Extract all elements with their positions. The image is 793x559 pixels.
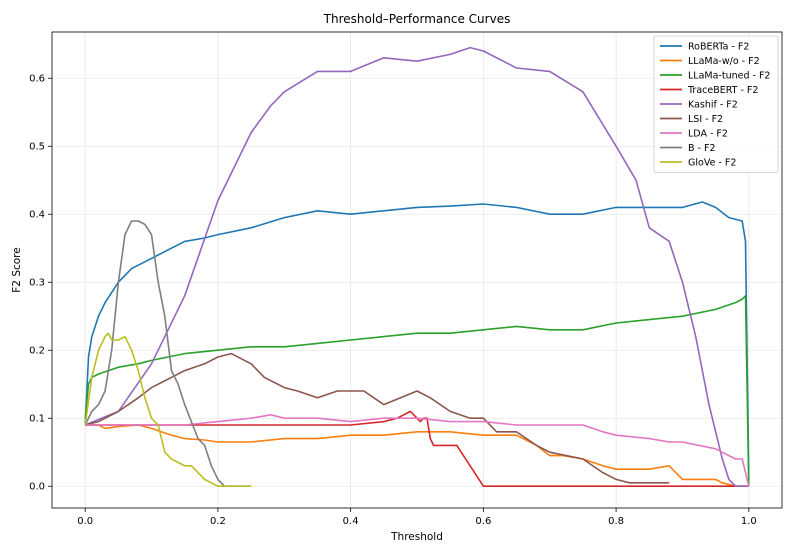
legend-label: Kashif - F2 [688, 100, 738, 111]
x-tick-label: 0.0 [77, 516, 93, 527]
y-tick-label: 0.5 [29, 142, 45, 153]
y-tick-label: 0.0 [29, 482, 45, 493]
series-line-roberta-f2 [84, 201, 750, 480]
series-line-glove-f2 [84, 332, 252, 488]
x-axis-label: Threshold [390, 531, 443, 543]
y-tick-label: 0.2 [29, 346, 45, 357]
legend-label: B - F2 [688, 143, 716, 154]
legend-label: RoBERTa - F2 [688, 42, 749, 53]
y-tick-label: 0.4 [29, 210, 45, 221]
legend-box [653, 35, 779, 173]
series-line-b-f2 [84, 220, 252, 488]
x-tick-label: 0.8 [608, 516, 624, 527]
legend-label: LDA - F2 [688, 129, 728, 140]
legend-label: LLaMa-w/o - F2 [688, 56, 760, 67]
gridlines [52, 32, 782, 508]
y-axis-label: F2 Score [11, 247, 23, 292]
y-tick-label: 0.6 [29, 74, 45, 85]
x-tick-label: 0.4 [343, 516, 359, 527]
legend-label: GloVe - F2 [688, 158, 736, 169]
series-lines [84, 46, 750, 488]
legend-label: TraceBERT - F2 [687, 85, 758, 96]
series-line-lda-f2 [85, 413, 750, 487]
y-tick-label: 0.3 [29, 278, 45, 289]
series-line-tracebert-f2 [85, 410, 749, 488]
x-tick-label: 1.0 [741, 516, 757, 527]
series-line-kashif-f2 [84, 46, 749, 488]
x-tick-label: 0.6 [475, 516, 491, 527]
axis-ticks: 0.0 0.2 0.4 0.6 0.8 1.0 0.0 0.1 0.2 0.3 0.4 0.5 0.6 [29, 74, 757, 527]
chart-title: Threshold–Performance Curves [323, 12, 511, 26]
series-line-llama-tuned-f2 [84, 294, 750, 487]
x-tick-label: 0.2 [210, 516, 226, 527]
y-tick-label: 0.1 [29, 414, 45, 425]
plot-frame [51, 31, 783, 509]
series-line-llama-w-o-f2 [85, 424, 749, 488]
legend-label: LLaMa-tuned - F2 [688, 71, 770, 82]
legend-label: LSI - F2 [688, 114, 723, 125]
legend: RoBERTa - F2 LLaMa-w/o - F2 LLaMa-tuned - … [653, 35, 779, 173]
